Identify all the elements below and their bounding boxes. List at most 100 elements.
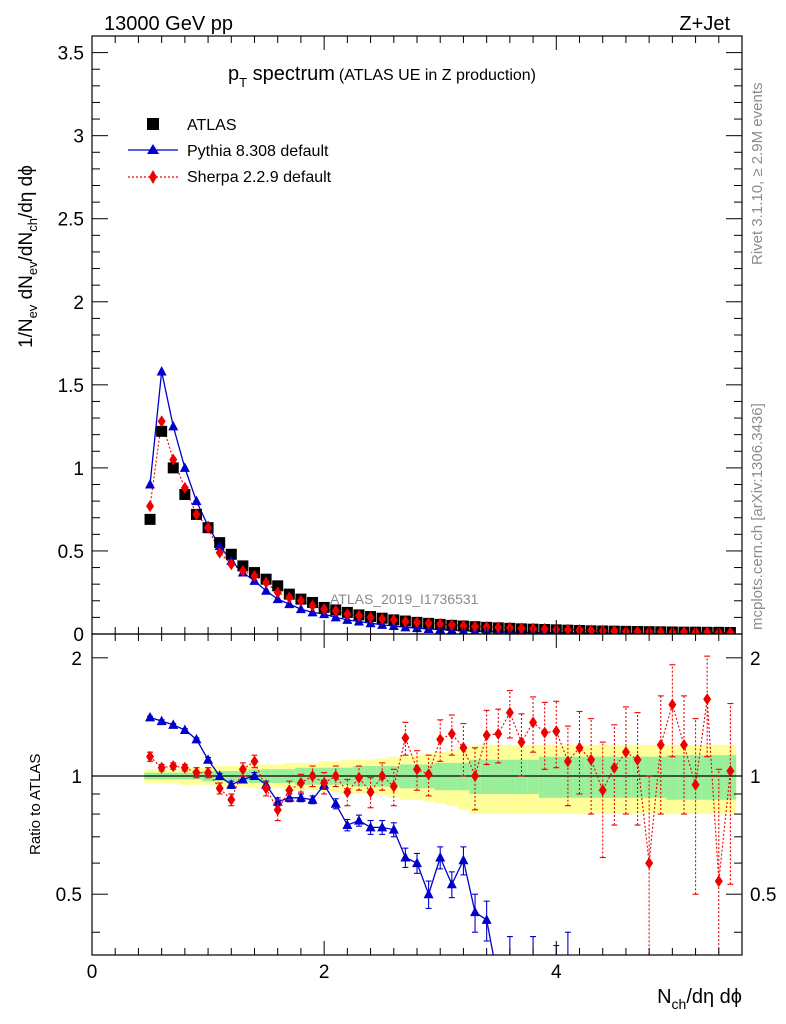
x-axis-label: Nch/dη dϕ bbox=[657, 986, 742, 1012]
pythia-ratio-point bbox=[249, 770, 260, 781]
sherpa-ratio-point bbox=[401, 731, 410, 744]
y-axis-label-ratio: Ratio to ATLAS bbox=[27, 754, 44, 855]
sherpa-ratio-point bbox=[494, 727, 503, 740]
sherpa-ratio-point bbox=[354, 771, 363, 784]
sherpa-ratio-point bbox=[169, 760, 178, 773]
sherpa-ratio-point bbox=[691, 778, 700, 791]
sherpa-point bbox=[285, 591, 294, 604]
ratio-band-inner bbox=[538, 756, 551, 798]
pythia-ratio-point bbox=[412, 857, 422, 868]
pythia-point bbox=[156, 366, 167, 376]
sherpa-ratio-point bbox=[285, 784, 294, 797]
pythia-point bbox=[261, 585, 272, 595]
pythia-ratio-point bbox=[516, 988, 526, 998]
ratio-band-inner bbox=[712, 755, 725, 800]
mcplots-label: mcplots.cern.ch [arXiv:1306.3436] bbox=[749, 403, 766, 630]
sherpa-ratio-point bbox=[413, 763, 421, 776]
y-tick-label-ratio-right: 2 bbox=[750, 649, 761, 670]
sherpa-point bbox=[633, 625, 642, 634]
header-left: 13000 GeV pp bbox=[104, 13, 233, 35]
pythia-ratio-point bbox=[237, 773, 248, 784]
chart-title: pT spectrum (ATLAS UE in Z production) bbox=[228, 63, 536, 90]
sherpa-point bbox=[494, 621, 503, 634]
pythia-ratio-point bbox=[156, 715, 167, 726]
atlas-point bbox=[272, 580, 284, 592]
pythia-ratio-point bbox=[365, 821, 376, 832]
sherpa-ratio-point bbox=[366, 786, 375, 799]
y-tick-label-top: 1.5 bbox=[58, 376, 84, 397]
sherpa-point bbox=[378, 613, 387, 626]
pythia-ratio-point bbox=[353, 815, 364, 825]
sherpa-point bbox=[726, 626, 735, 634]
sherpa-ratio-point bbox=[273, 803, 282, 816]
sherpa-point bbox=[424, 617, 433, 630]
sherpa-point bbox=[610, 625, 619, 634]
sherpa-point bbox=[146, 500, 155, 513]
ratio-band-inner bbox=[608, 756, 621, 798]
pythia-ratio-point bbox=[567, 954, 569, 955]
sherpa-ratio-point bbox=[540, 726, 549, 739]
sherpa-point bbox=[320, 603, 329, 616]
pythia-ratio-point bbox=[226, 779, 237, 789]
sherpa-ratio-point bbox=[633, 753, 642, 766]
sherpa-point bbox=[262, 576, 271, 589]
sherpa-point bbox=[471, 620, 480, 633]
sherpa-point bbox=[366, 611, 375, 624]
pythia-ratio-point bbox=[388, 824, 399, 834]
ratio-band-inner bbox=[515, 759, 528, 794]
pythia-ratio-point bbox=[272, 796, 283, 806]
pythia-ratio-point bbox=[307, 794, 318, 804]
sherpa-point bbox=[227, 558, 236, 571]
pythia-point bbox=[214, 540, 225, 550]
pythia-ratio-point bbox=[330, 798, 341, 808]
sherpa-ratio-point bbox=[482, 729, 491, 742]
sherpa-point bbox=[343, 608, 352, 621]
x-tick-label: 2 bbox=[319, 962, 330, 983]
sherpa-ratio-point bbox=[598, 784, 607, 797]
sherpa-ratio-point bbox=[238, 763, 247, 776]
sherpa-point bbox=[413, 616, 421, 629]
atlas-point bbox=[225, 548, 237, 560]
y-tick-label-top: 0 bbox=[73, 625, 84, 646]
y-axis-label-top: 1/Nev dNev/dNch/dη dϕ bbox=[16, 165, 40, 348]
y-tick-label-top: 3 bbox=[73, 127, 84, 148]
sherpa-ratio-point bbox=[343, 786, 352, 799]
pythia-point bbox=[191, 495, 202, 506]
ratio-band-inner bbox=[701, 755, 713, 800]
sherpa-point bbox=[436, 618, 445, 631]
pythia-point bbox=[145, 479, 156, 489]
legend-label-pythia: Pythia 8.308 default bbox=[187, 143, 329, 160]
pythia-ratio-point bbox=[423, 888, 434, 899]
sherpa-ratio-point bbox=[668, 698, 677, 711]
sherpa-ratio-point bbox=[378, 770, 387, 783]
sherpa-point bbox=[679, 626, 688, 634]
x-tick-label: 0 bbox=[87, 962, 98, 983]
sherpa-point bbox=[459, 619, 468, 632]
ratio-band-inner bbox=[631, 756, 644, 798]
sherpa-ratio-point bbox=[679, 738, 688, 751]
sherpa-ratio-point bbox=[656, 738, 665, 751]
sherpa-point bbox=[656, 625, 665, 634]
sherpa-point bbox=[204, 521, 213, 534]
pythia-ratio-point bbox=[377, 821, 388, 832]
sherpa-ratio-point bbox=[563, 755, 572, 768]
sherpa-point bbox=[273, 586, 282, 599]
sherpa-point bbox=[250, 569, 259, 582]
y-tick-label-top: 0.5 bbox=[58, 542, 84, 563]
y-tick-label-top: 2.5 bbox=[58, 210, 84, 231]
sherpa-point bbox=[192, 508, 201, 521]
sherpa-ratio-point bbox=[529, 716, 538, 729]
sherpa-ratio-point bbox=[517, 736, 526, 749]
ratio-band-inner bbox=[480, 759, 493, 794]
atlas-point bbox=[179, 488, 191, 500]
pythia-ratio-point bbox=[458, 854, 469, 865]
header-right: Z+Jet bbox=[679, 13, 730, 35]
sherpa-ratio-point bbox=[308, 770, 317, 783]
sherpa-point bbox=[401, 615, 410, 628]
plot-frames: 0 2 4 0 0.5 1 1.5 2 2.5 3 3.5 0.5 0.5 1 1 2 2 bbox=[56, 35, 776, 983]
pythia-ratio-point bbox=[295, 792, 306, 802]
sherpa-point bbox=[517, 622, 526, 634]
sherpa-point bbox=[331, 604, 340, 617]
legend: ATLAS Pythia 8.308 default Sherpa 2.2.9 … bbox=[128, 117, 332, 186]
